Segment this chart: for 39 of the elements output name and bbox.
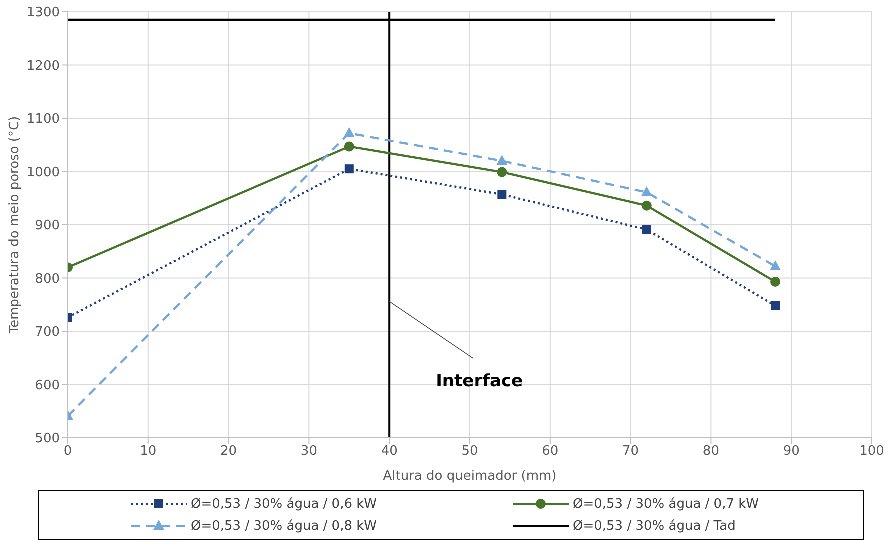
point [642,200,652,211]
x-tick-label: 20 [220,444,238,460]
y-tick-label: 700 [35,325,60,340]
point [344,142,354,152]
point [496,155,508,166]
x-axis-title: Altura do queimador (mm) [383,469,557,484]
x-tick-label: 50 [462,444,478,460]
x-tick-label: 30 [300,444,318,460]
x-tick-label: 90 [783,444,800,460]
point [344,164,354,174]
x-tick-label: 0 [64,444,72,460]
y-tick-label: 1000 [26,165,60,180]
x-tick-label: 10 [140,444,157,460]
y-tick-label: 1200 [26,58,60,74]
y-tick-label: 1100 [26,112,60,128]
legend-label: Ø=0,53 / 30% água / 0,6 kW [191,496,377,512]
point [770,276,781,287]
y-axis-title: Temperatura do meio poroso (°C) [8,116,23,335]
legend-label: Ø=0,53 / 30% água / 0,7 kW [573,496,759,512]
y-tick-label: 900 [35,218,60,234]
x-tick-label: 60 [542,444,559,460]
y-tick-label: 500 [35,432,60,447]
legend-label: Ø=0,53 / 30% água / 0,8 kW [191,518,377,534]
x-tick-label: 40 [381,444,398,460]
x-tick-label: 70 [622,444,640,460]
point [641,186,652,197]
point [771,301,780,310]
annotation: Interface [436,372,524,392]
point [344,127,355,138]
y-tick-label: 600 [35,378,60,394]
x-tick-label: 100 [860,444,884,460]
point [770,260,782,271]
point [498,190,507,200]
x-tick-label: 80 [702,444,720,460]
y-tick-label: 1300 [26,6,60,21]
point [497,167,508,178]
legend-label: Ø=0,53 / 30% água / Tad [573,518,736,534]
point [642,225,652,234]
y-tick-label: 800 [35,272,60,287]
